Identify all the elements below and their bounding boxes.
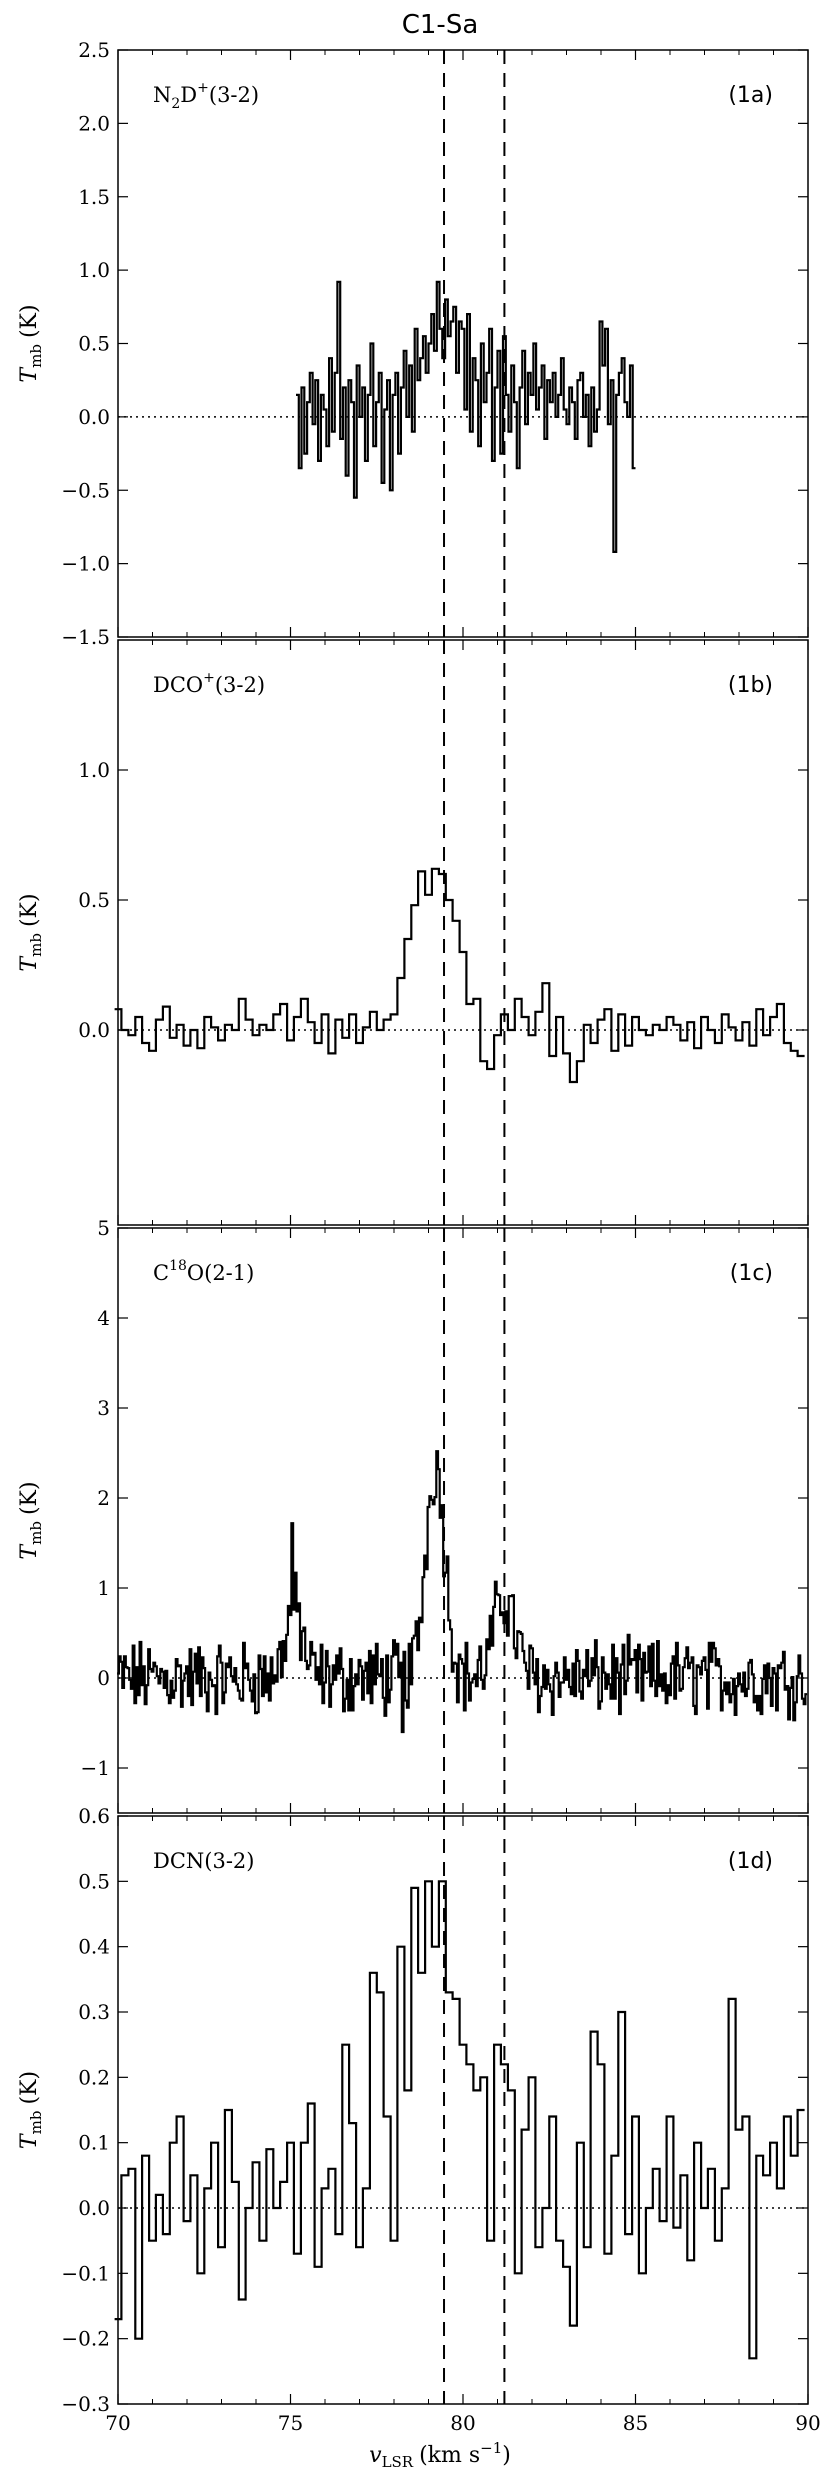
y-tick-label: 5 bbox=[97, 1216, 110, 1240]
y-tick-label: 0.2 bbox=[78, 2065, 110, 2089]
axes-frame bbox=[117, 639, 809, 1226]
species-label: C18O(2-1) bbox=[153, 1258, 254, 1285]
spectrum-line bbox=[296, 280, 636, 553]
y-axis-label: Tmb(K) bbox=[17, 304, 45, 382]
y-tick-label: 0.0 bbox=[78, 405, 110, 429]
y-tick-label: 2.5 bbox=[78, 38, 110, 62]
panel-label: (1c) bbox=[730, 1261, 773, 1286]
spectrum-line bbox=[117, 1450, 808, 1734]
y-axis-label: Tmb(K) bbox=[17, 1481, 45, 1559]
y-tick-label: 1 bbox=[97, 1576, 110, 1600]
y-tick-label: −0.3 bbox=[61, 2392, 110, 2416]
x-tick-label: 90 bbox=[795, 2411, 820, 2435]
y-tick-label: 0.0 bbox=[78, 1018, 110, 1042]
y-tick-label: 0.5 bbox=[78, 1869, 110, 1893]
spectrum-panel-2: 0.0 0.5 1.0 DCO+(3-2) (1b) Tmb(K) bbox=[17, 639, 809, 1226]
panel-label: (1b) bbox=[728, 673, 773, 698]
y-axis-label: Tmb(K) bbox=[17, 2071, 45, 2149]
svg-text:vLSR(km s−1): vLSR (km s−1) bbox=[369, 2439, 511, 2471]
spectrum-panel-3: −1 0 1 2 3 4 5 C18O(2-1) (1c) Tmb(K) bbox=[17, 1216, 809, 1814]
y-tick-label: 0 bbox=[97, 1666, 110, 1690]
y-tick-label: 0.4 bbox=[78, 1935, 110, 1959]
axes-frame bbox=[117, 1227, 809, 1814]
y-tick-label: −1 bbox=[81, 1756, 110, 1780]
y-tick-label: −0.2 bbox=[61, 2327, 110, 2351]
y-tick-label: 1.0 bbox=[78, 258, 110, 282]
y-tick-label: 0.5 bbox=[78, 888, 110, 912]
x-tick-label: 75 bbox=[278, 2411, 303, 2435]
x-tick-label: 80 bbox=[450, 2411, 475, 2435]
spectrum-line bbox=[114, 867, 805, 1084]
y-tick-label: 1.0 bbox=[78, 758, 110, 782]
panel-label: (1a) bbox=[728, 83, 773, 108]
y-tick-label: −0.1 bbox=[61, 2261, 110, 2285]
axes-frame bbox=[117, 1815, 809, 2405]
y-tick-label: 1.5 bbox=[78, 185, 110, 209]
x-tick-label: 70 bbox=[105, 2411, 130, 2435]
y-tick-label: 0.0 bbox=[78, 2196, 110, 2220]
figure-title: C1-Sa bbox=[402, 10, 479, 40]
spectrum-line bbox=[114, 1880, 805, 2360]
y-tick-label: 3 bbox=[97, 1396, 110, 1420]
species-label: DCN(3-2) bbox=[153, 1849, 254, 1873]
spectrum-panel-1: −1.5 −1.0 −0.5 0.0 0.5 1.0 1.5 2.0 2.5 N2D+(3-2) (… bbox=[17, 38, 809, 649]
y-tick-label: 0.6 bbox=[78, 1804, 110, 1828]
x-axis-label: vLSR (km s−1) bbox=[369, 2439, 511, 2471]
spectrum-panel-4: −0.3 −0.2 −0.1 0.0 0.1 0.2 0.3 0.4 0.5 0.6 70 75 80 8… bbox=[17, 1804, 821, 2435]
panel-label: (1d) bbox=[728, 1849, 773, 1874]
y-tick-label: 2 bbox=[97, 1486, 110, 1510]
y-tick-label: −1.0 bbox=[61, 552, 110, 576]
species-label: DCO+(3-2) bbox=[153, 670, 265, 697]
y-tick-label: 0.3 bbox=[78, 2000, 110, 2024]
y-tick-label: 2.0 bbox=[78, 111, 110, 135]
axes-frame bbox=[117, 49, 809, 638]
y-tick-label: 0.1 bbox=[78, 2131, 110, 2155]
x-tick-label: 85 bbox=[623, 2411, 648, 2435]
species-label: N2D+(3-2) bbox=[153, 80, 259, 112]
y-tick-label: −1.5 bbox=[61, 625, 110, 649]
y-tick-label: 4 bbox=[97, 1306, 110, 1330]
y-tick-label: −0.5 bbox=[61, 478, 110, 502]
y-axis-label: Tmb(K) bbox=[17, 893, 45, 971]
y-tick-label: 0.5 bbox=[78, 332, 110, 356]
